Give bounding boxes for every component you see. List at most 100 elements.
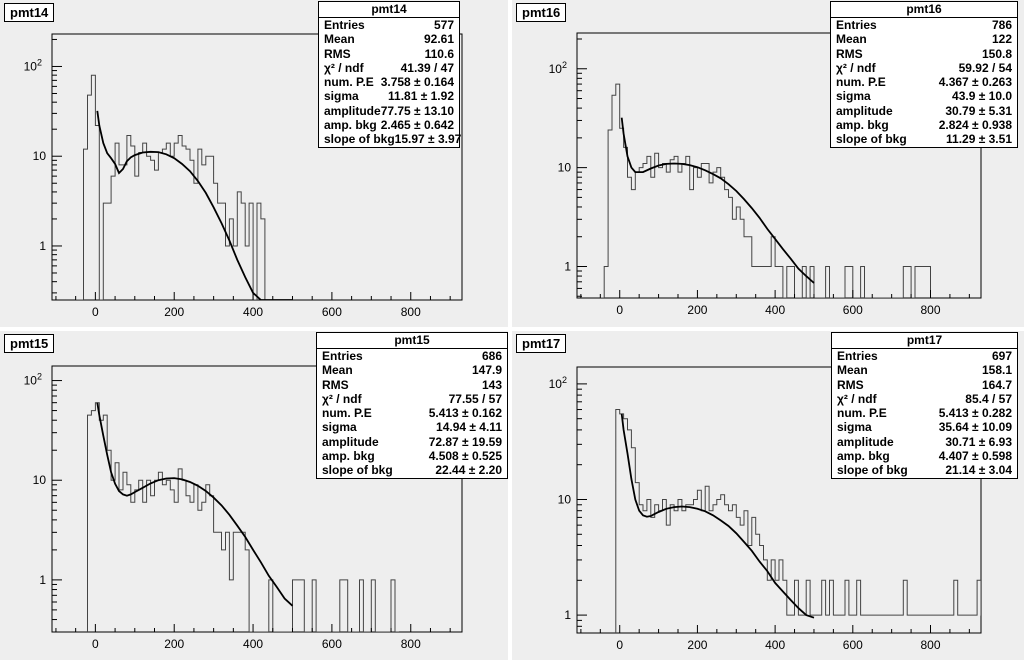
stats-key: sigma bbox=[322, 420, 357, 435]
stats-value: 164.7 bbox=[981, 377, 1012, 392]
x-tick-label: 800 bbox=[920, 303, 940, 317]
stats-row: χ² / ndf 59.92 / 54 bbox=[831, 61, 1017, 75]
stats-box: pmt14 Entries 577 Mean 92.61 RMS 110.6 χ² / ndf… bbox=[318, 1, 461, 148]
y-tick-label: 102 bbox=[549, 375, 567, 391]
stats-key: amp. bkg bbox=[322, 449, 375, 464]
stats-key: Mean bbox=[837, 363, 868, 378]
stats-value: 786 bbox=[991, 18, 1012, 32]
stats-key: RMS bbox=[322, 377, 349, 392]
stats-value: 30.79 ± 5.31 bbox=[945, 103, 1012, 118]
x-tick-label: 0 bbox=[92, 637, 99, 651]
stats-value: 30.71 ± 6.93 bbox=[945, 434, 1012, 449]
y-tick-label: 1 bbox=[564, 259, 571, 273]
y-tick-label: 10 bbox=[33, 473, 47, 487]
stats-box: pmt17 Entries 697 Mean 158.1 RMS 164.7 χ² / ndf… bbox=[831, 332, 1018, 479]
stats-value: 92.61 bbox=[423, 32, 454, 47]
fit-curve bbox=[620, 117, 815, 284]
stats-title: pmt14 bbox=[319, 2, 459, 18]
stats-value: 43.9 ± 10.0 bbox=[952, 89, 1012, 104]
x-tick-label: 400 bbox=[243, 305, 263, 319]
stats-key: Entries bbox=[837, 349, 878, 363]
stats-value: 11.81 ± 1.92 bbox=[388, 89, 454, 104]
histogram-line bbox=[600, 83, 931, 298]
stats-key: amplitude bbox=[322, 434, 379, 449]
stats-box: pmt15 Entries 686 Mean 147.9 RMS 143 χ² / ndf 77… bbox=[316, 332, 508, 479]
stats-row: Mean 92.61 bbox=[319, 32, 459, 46]
stats-row: RMS 143 bbox=[317, 378, 507, 392]
fit-curve bbox=[620, 413, 815, 619]
stats-row: sigma 35.64 ± 10.09 bbox=[832, 420, 1017, 434]
stats-value: 143 bbox=[481, 377, 502, 392]
stats-row: amp. bkg 4.508 ± 0.525 bbox=[317, 449, 507, 463]
x-tick-label: 600 bbox=[322, 637, 342, 651]
x-tick-label: 800 bbox=[920, 638, 940, 652]
stats-key: amplitude bbox=[837, 434, 894, 449]
pad-title: pmt16 bbox=[516, 3, 567, 22]
stats-row: slope of bkg 15.97 ± 3.97 bbox=[319, 132, 461, 146]
stats-row: Entries 697 bbox=[832, 349, 1017, 363]
stats-value: 4.367 ± 0.263 bbox=[938, 75, 1012, 90]
stats-row: sigma 11.81 ± 1.92 bbox=[319, 89, 459, 103]
pad-pmt16: 0 200 400 600 800 1 10 102 pmt16 pmt16 Entries 786 M… bbox=[512, 0, 1024, 327]
stats-key: sigma bbox=[837, 420, 872, 435]
x-tick-label: 200 bbox=[687, 303, 707, 317]
stats-key: Mean bbox=[322, 363, 353, 378]
x-tick-label: 400 bbox=[765, 638, 785, 652]
stats-row: amplitude 30.71 ± 6.93 bbox=[832, 435, 1017, 449]
stats-value: 4.407 ± 0.598 bbox=[938, 449, 1012, 464]
stats-key: RMS bbox=[837, 377, 864, 392]
pad-title: pmt17 bbox=[516, 334, 567, 353]
stats-value: 2.465 ± 0.642 bbox=[380, 118, 454, 133]
stats-value: 5.413 ± 0.162 bbox=[428, 406, 502, 421]
y-tick-label: 102 bbox=[549, 60, 567, 76]
stats-value: 4.508 ± 0.525 bbox=[428, 449, 502, 464]
stats-title: pmt15 bbox=[317, 333, 507, 349]
stats-key: amplitude bbox=[324, 103, 381, 118]
plot-frame bbox=[576, 366, 982, 634]
x-tick-label: 800 bbox=[401, 637, 421, 651]
stats-value: 158.1 bbox=[981, 363, 1012, 378]
stats-row: Entries 577 bbox=[319, 18, 459, 32]
y-tick-label: 10 bbox=[558, 492, 572, 506]
y-tick-label: 10 bbox=[33, 149, 47, 163]
stats-key: sigma bbox=[836, 89, 871, 104]
y-tick-label: 1 bbox=[39, 239, 46, 253]
stats-key: num. P.E bbox=[324, 75, 374, 90]
stats-key: slope of bkg bbox=[836, 132, 907, 147]
pad-pmt15: 0 200 400 600 800 1 10 102 pmt15 pmt15 Entries 686 M… bbox=[0, 331, 508, 660]
stats-row: num. P.E 3.758 ± 0.164 bbox=[319, 75, 459, 89]
stats-row: χ² / ndf 41.39 / 47 bbox=[319, 61, 459, 75]
stats-key: amp. bkg bbox=[837, 449, 890, 464]
stats-value: 41.39 / 47 bbox=[400, 60, 454, 75]
stats-key: RMS bbox=[324, 46, 351, 61]
y-tick-label: 102 bbox=[24, 372, 42, 388]
stats-value: 14.94 ± 4.11 bbox=[436, 420, 502, 435]
plot-svg: 0 200 400 600 800 1 10 102 bbox=[549, 366, 982, 652]
y-tick-label: 1 bbox=[564, 608, 571, 622]
stats-key: amp. bkg bbox=[324, 118, 377, 133]
stats-title: pmt17 bbox=[832, 333, 1017, 349]
x-tick-label: 0 bbox=[92, 305, 99, 319]
stats-value: 72.87 ± 19.59 bbox=[428, 434, 502, 449]
stats-value: 59.92 / 54 bbox=[958, 60, 1012, 75]
stats-key: num. P.E bbox=[836, 75, 886, 90]
stats-row: χ² / ndf 85.4 / 57 bbox=[832, 392, 1017, 406]
y-tick-label: 10 bbox=[558, 161, 572, 175]
stats-row: slope of bkg 11.29 ± 3.51 bbox=[831, 132, 1017, 146]
x-tick-label: 400 bbox=[243, 637, 263, 651]
stats-row: slope of bkg 21.14 ± 3.04 bbox=[832, 463, 1017, 477]
stats-key: χ² / ndf bbox=[322, 391, 362, 406]
x-tick-label: 800 bbox=[401, 305, 421, 319]
stats-row: RMS 150.8 bbox=[831, 47, 1017, 61]
stats-value: 22.44 ± 2.20 bbox=[435, 463, 502, 478]
stats-value: 150.8 bbox=[981, 46, 1012, 61]
stats-row: χ² / ndf 77.55 / 57 bbox=[317, 392, 507, 406]
stats-key: num. P.E bbox=[837, 406, 887, 421]
stats-value: 35.64 ± 10.09 bbox=[938, 420, 1012, 435]
stats-row: Entries 686 bbox=[317, 349, 507, 363]
stats-row: amp. bkg 4.407 ± 0.598 bbox=[832, 449, 1017, 463]
stats-value: 77.55 / 57 bbox=[448, 391, 502, 406]
stats-row: Mean 122 bbox=[831, 32, 1017, 46]
stats-value: 11.29 ± 3.51 bbox=[946, 132, 1012, 147]
stats-key: Mean bbox=[836, 32, 867, 47]
